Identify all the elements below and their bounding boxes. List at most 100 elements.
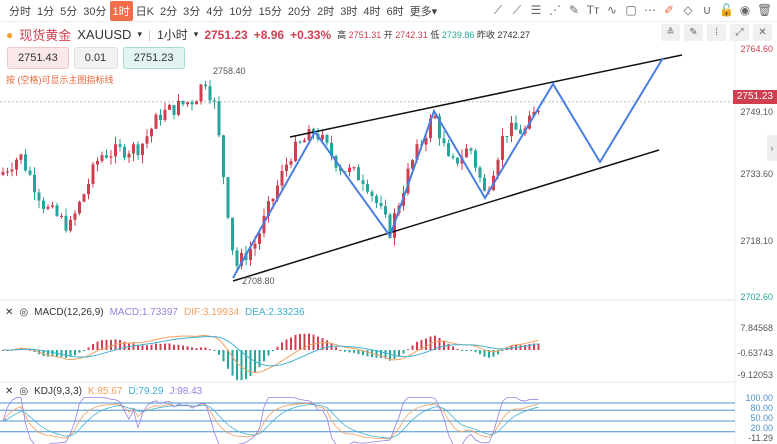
timeframe-8[interactable]: 4分 <box>206 5 224 18</box>
candle <box>339 167 342 172</box>
timeframe-5[interactable]: 日K <box>135 5 154 18</box>
symbol-name[interactable]: 现货黄金 <box>19 28 72 43</box>
sell-price-button[interactable]: 2751.43 <box>7 47 69 69</box>
timeframe-0[interactable]: 分时 <box>9 5 31 18</box>
fib-tool-icon[interactable]: ☰ <box>530 3 542 17</box>
k-line <box>2 402 539 440</box>
macd-bar <box>438 337 441 350</box>
trend-line-lower <box>232 149 660 282</box>
close-icon[interactable]: ✕ <box>5 307 14 318</box>
candle <box>384 206 387 215</box>
dif-line <box>2 334 539 373</box>
buy-price-button[interactable]: 2751.23 <box>122 47 185 69</box>
candle <box>366 183 369 192</box>
expand-icon[interactable]: ⤢ <box>730 24 749 41</box>
candle <box>10 169 14 172</box>
trash-icon[interactable]: 🗑 <box>757 3 771 17</box>
wave-tool-icon[interactable]: ∿ <box>606 3 618 17</box>
lock-icon[interactable]: 🔓 <box>719 3 733 17</box>
close-icon[interactable]: ✕ <box>5 386 14 397</box>
candle <box>258 233 261 244</box>
current-price-tag: 2751.23 <box>732 90 777 104</box>
macd-label[interactable]: MACD(12,26,9) <box>34 307 104 318</box>
timeframe-14[interactable]: 4时 <box>363 5 381 18</box>
macd-bar <box>303 333 306 350</box>
timeframe-6[interactable]: 2分 <box>159 5 178 18</box>
timeframe-16[interactable]: 更多▾ <box>409 5 438 18</box>
edit-icon[interactable]: ✐ <box>663 3 675 17</box>
more-icon[interactable]: ⋯ <box>644 3 656 17</box>
collapse-arrow[interactable]: › <box>767 135 777 161</box>
timeframe-1[interactable]: 1分 <box>37 5 55 18</box>
timeframe-4[interactable]: 1时 <box>109 0 133 21</box>
settings-icon[interactable]: ◎ <box>19 386 29 397</box>
timeframe-10[interactable]: 15分 <box>258 5 282 18</box>
candle <box>537 111 540 113</box>
timeframe-3[interactable]: 30分 <box>83 5 107 18</box>
price-change: +8.96 <box>253 27 285 42</box>
macd-bar <box>119 339 121 350</box>
open-label: 开 <box>383 30 393 40</box>
macd-bar <box>182 345 184 350</box>
interval-select[interactable]: 1小时 <box>157 28 188 42</box>
timeframe-13[interactable]: 3时 <box>340 5 358 18</box>
chevron-down-icon[interactable]: ▾ <box>193 29 199 39</box>
candle <box>163 109 167 120</box>
macd-bar <box>321 338 324 350</box>
timeframe-12[interactable]: 2时 <box>317 5 335 18</box>
price-axis-label: 2718.10 <box>740 236 773 246</box>
macd-bar <box>357 350 360 355</box>
macd-bar <box>375 350 378 358</box>
pen-tool-icon[interactable]: ✎ <box>568 3 580 17</box>
j-line <box>2 397 539 444</box>
timeframe-11[interactable]: 20分 <box>287 5 312 18</box>
settings-icon[interactable]: ◎ <box>19 307 29 318</box>
symbol-code[interactable]: XAUUSD <box>77 27 132 42</box>
candle <box>55 205 59 216</box>
indicator-icon[interactable]: ≗ <box>661 24 680 41</box>
timeframe-9[interactable]: 10分 <box>229 5 253 18</box>
kdj-label[interactable]: KDJ(9,3,3) <box>34 386 82 397</box>
close-icon[interactable]: ✕ <box>753 24 772 41</box>
text-tool-icon[interactable]: Tт <box>586 3 600 17</box>
timeframe-2[interactable]: 5分 <box>60 5 78 18</box>
fan-tool-icon[interactable]: ⋰ <box>549 3 561 17</box>
candle <box>105 155 108 158</box>
macd-bar <box>276 346 279 350</box>
ray-tool-icon[interactable]: ⟋ <box>512 3 522 17</box>
candle <box>456 157 459 164</box>
macd-bar <box>362 350 364 356</box>
candle-icon[interactable]: ⁞ <box>707 24 726 41</box>
price-axis-label: 2764.60 <box>740 44 773 54</box>
macd-bar <box>348 350 351 353</box>
eraser-icon[interactable]: ◇ <box>683 3 693 17</box>
macd-bar <box>164 343 166 350</box>
draw-icon[interactable]: ✎ <box>684 24 703 41</box>
candle <box>429 118 432 139</box>
chevron-down-icon[interactable]: ▾ <box>137 29 142 39</box>
line-tool-icon[interactable]: ⟋ <box>493 3 503 17</box>
candle <box>204 84 207 87</box>
eye-icon[interactable]: ◉ <box>739 3 751 17</box>
rect-tool-icon[interactable]: ▢ <box>625 3 637 17</box>
timeframe-15[interactable]: 6时 <box>386 5 404 18</box>
macd-bar <box>393 350 396 359</box>
high-value: 2751.31 <box>348 30 382 40</box>
macd-bar <box>452 346 454 350</box>
macd-bar <box>479 350 481 355</box>
macd-bar <box>353 350 355 353</box>
macd-bar <box>137 345 139 350</box>
macd-bar <box>294 334 297 350</box>
macd-bar <box>272 350 274 352</box>
candle <box>235 250 239 266</box>
candle <box>375 196 378 204</box>
ohlc-summary: 高 2751.31 开 2742.31 低 2739.86 昨收 2742.27 <box>337 28 530 41</box>
candle <box>46 206 50 209</box>
macd-bar <box>29 349 31 351</box>
macd-bar <box>209 349 211 351</box>
quantity-stepper[interactable]: 0.01 <box>73 47 118 69</box>
macd-bar <box>240 350 243 381</box>
magnet-icon[interactable]: ∪ <box>702 3 712 17</box>
timeframe-7[interactable]: 3分 <box>183 5 201 18</box>
